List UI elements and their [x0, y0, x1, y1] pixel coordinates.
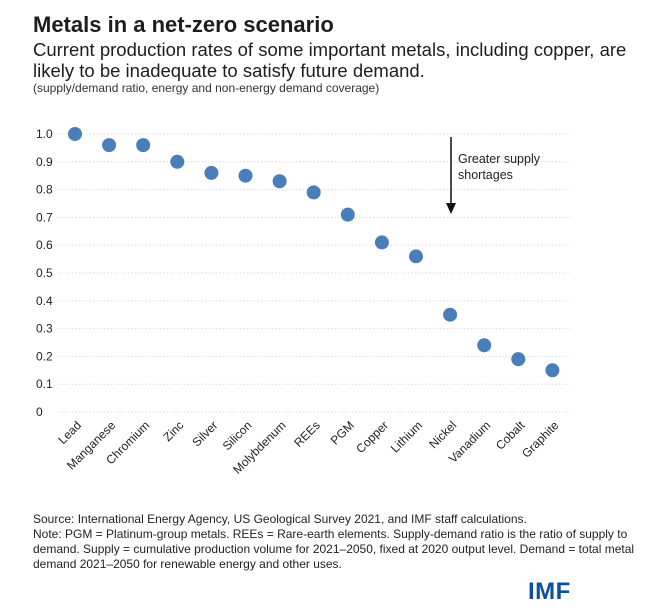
y-tick-label: 0.8 [36, 183, 53, 197]
data-point-copper [374, 235, 389, 250]
data-point-pgm [340, 207, 355, 222]
x-tick-label-lead: Lead [55, 418, 84, 447]
x-tick-label-graphite: Graphite [519, 418, 562, 461]
y-tick-label: 0.3 [36, 322, 53, 336]
y-tick-label: 0.1 [36, 377, 53, 391]
x-tick-label-zinc: Zinc [160, 418, 186, 444]
data-point-silicon [238, 168, 253, 183]
y-tick-label: 0.2 [36, 349, 53, 363]
chart-plot: 0 0.1 0.2 0.3 0.4 0.5 0.6 0.7 0.8 0.9 1.0 LeadMang… [36, 127, 570, 477]
chart-subtitle: Current production rates of some importa… [33, 39, 627, 81]
data-point-molybdenum [272, 174, 287, 189]
x-tick-label-silver: Silver [189, 418, 220, 449]
data-point-lead [68, 127, 82, 141]
source-note: Source: International Energy Agency, US … [33, 512, 527, 526]
y-tick-label: 0.9 [36, 155, 53, 169]
data-point-graphite [545, 363, 560, 378]
annotation: Greater supply shortages [446, 137, 541, 214]
y-tick-label: 0.6 [36, 238, 53, 252]
data-point-lithium [409, 249, 423, 264]
y-tick-label: 0 [36, 405, 43, 419]
data-points [68, 127, 560, 378]
y-tick-label: 0.4 [36, 294, 53, 308]
annotation-text-line-2: shortages [458, 168, 513, 182]
x-tick-label-rees: REEs [291, 418, 323, 450]
footer-notes: Source: International Energy Agency, US … [33, 512, 653, 572]
y-axis-ticks: 0 0.1 0.2 0.3 0.4 0.5 0.6 0.7 0.8 0.9 1.0 [36, 127, 53, 419]
definitions-note: Note: PGM = Platinum-group metals. REEs … [33, 527, 635, 571]
data-point-rees [306, 185, 321, 200]
y-tick-label: 0.5 [36, 266, 53, 280]
annotation-arrow-head [446, 203, 456, 214]
chart-title: Metals in a net-zero scenario [33, 12, 334, 37]
data-point-vanadium [477, 338, 492, 353]
data-point-cobalt [511, 352, 526, 367]
imf-logo: IMF [528, 578, 571, 605]
data-point-nickel [443, 307, 458, 322]
chart-units-note: (supply/demand ratio, energy and non-ene… [33, 81, 380, 95]
data-point-silver [204, 165, 219, 180]
x-tick-label-copper: Copper [353, 418, 391, 456]
x-tick-label-lithium: Lithium [388, 418, 425, 455]
x-tick-label-pgm: PGM [328, 418, 357, 447]
data-point-manganese [102, 138, 117, 153]
y-tick-label: 1.0 [36, 127, 53, 141]
data-point-chromium [136, 138, 151, 153]
data-point-zinc [170, 154, 185, 169]
annotation-text-line-1: Greater supply [458, 152, 541, 166]
y-tick-label: 0.7 [36, 210, 53, 224]
